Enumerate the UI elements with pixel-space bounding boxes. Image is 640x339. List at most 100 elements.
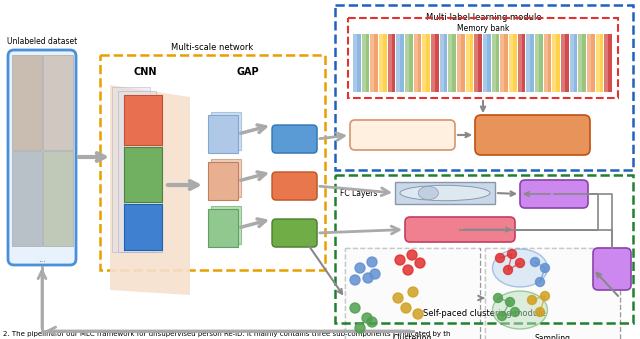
- FancyBboxPatch shape: [211, 159, 241, 197]
- FancyBboxPatch shape: [604, 34, 609, 92]
- Text: GAP: GAP: [237, 67, 259, 77]
- Text: FC Layers: FC Layers: [340, 189, 378, 198]
- FancyBboxPatch shape: [422, 34, 430, 92]
- FancyBboxPatch shape: [8, 50, 76, 265]
- Text: Unlabeled dataset: Unlabeled dataset: [7, 37, 77, 46]
- FancyBboxPatch shape: [579, 34, 586, 92]
- Circle shape: [393, 293, 403, 303]
- FancyBboxPatch shape: [543, 34, 548, 92]
- FancyBboxPatch shape: [124, 204, 162, 250]
- FancyBboxPatch shape: [272, 219, 317, 247]
- Circle shape: [403, 265, 413, 275]
- Circle shape: [370, 269, 380, 279]
- FancyBboxPatch shape: [43, 55, 73, 150]
- Text: Pseudo: Pseudo: [600, 261, 625, 267]
- Circle shape: [355, 323, 365, 333]
- Text: Self-paced clustering module: Self-paced clustering module: [422, 309, 545, 318]
- FancyBboxPatch shape: [413, 34, 418, 92]
- FancyBboxPatch shape: [593, 248, 631, 290]
- Circle shape: [362, 313, 372, 323]
- Text: ...: ...: [38, 255, 46, 263]
- FancyBboxPatch shape: [396, 34, 404, 92]
- FancyBboxPatch shape: [413, 34, 421, 92]
- FancyBboxPatch shape: [509, 34, 516, 92]
- FancyBboxPatch shape: [379, 34, 387, 92]
- FancyBboxPatch shape: [12, 55, 42, 150]
- FancyBboxPatch shape: [552, 34, 560, 92]
- FancyBboxPatch shape: [379, 34, 383, 92]
- FancyBboxPatch shape: [535, 34, 543, 92]
- FancyBboxPatch shape: [561, 34, 569, 92]
- Circle shape: [395, 255, 405, 265]
- FancyBboxPatch shape: [273, 173, 318, 201]
- Ellipse shape: [400, 185, 490, 201]
- Circle shape: [511, 307, 520, 317]
- FancyBboxPatch shape: [362, 34, 369, 92]
- Circle shape: [408, 287, 418, 297]
- Circle shape: [415, 258, 425, 268]
- Text: Clustering: Clustering: [393, 334, 432, 339]
- Circle shape: [363, 273, 373, 283]
- Text: Multi-label learning module: Multi-label learning module: [426, 13, 542, 22]
- FancyBboxPatch shape: [587, 34, 591, 92]
- FancyBboxPatch shape: [518, 34, 522, 92]
- FancyBboxPatch shape: [474, 34, 482, 92]
- FancyBboxPatch shape: [596, 34, 600, 92]
- Circle shape: [413, 309, 423, 319]
- FancyBboxPatch shape: [124, 147, 162, 202]
- FancyBboxPatch shape: [431, 34, 435, 92]
- FancyBboxPatch shape: [570, 34, 573, 92]
- FancyBboxPatch shape: [579, 34, 582, 92]
- Text: Multi-hot labels: Multi-hot labels: [372, 131, 432, 140]
- Circle shape: [367, 317, 377, 327]
- FancyBboxPatch shape: [371, 34, 374, 92]
- FancyBboxPatch shape: [396, 34, 401, 92]
- Circle shape: [515, 259, 525, 267]
- FancyBboxPatch shape: [466, 34, 470, 92]
- FancyBboxPatch shape: [272, 172, 317, 200]
- FancyBboxPatch shape: [208, 162, 238, 200]
- FancyBboxPatch shape: [604, 34, 612, 92]
- FancyBboxPatch shape: [405, 34, 413, 92]
- Text: labels: labels: [602, 272, 622, 278]
- FancyBboxPatch shape: [124, 95, 162, 145]
- FancyBboxPatch shape: [211, 112, 241, 150]
- FancyBboxPatch shape: [466, 34, 474, 92]
- FancyBboxPatch shape: [457, 34, 461, 92]
- FancyBboxPatch shape: [208, 209, 238, 247]
- FancyBboxPatch shape: [208, 115, 238, 153]
- FancyBboxPatch shape: [518, 34, 525, 92]
- Circle shape: [541, 263, 550, 273]
- FancyBboxPatch shape: [475, 115, 590, 155]
- Text: Memory bank: Memory bank: [457, 24, 509, 33]
- FancyBboxPatch shape: [43, 151, 73, 246]
- Text: Multi-scale network: Multi-scale network: [172, 43, 253, 52]
- FancyBboxPatch shape: [395, 182, 495, 204]
- FancyBboxPatch shape: [535, 34, 539, 92]
- Ellipse shape: [493, 291, 547, 329]
- FancyBboxPatch shape: [371, 34, 378, 92]
- FancyBboxPatch shape: [483, 34, 491, 92]
- FancyBboxPatch shape: [552, 34, 556, 92]
- Circle shape: [355, 263, 365, 273]
- Circle shape: [506, 298, 515, 306]
- FancyBboxPatch shape: [124, 95, 162, 252]
- Ellipse shape: [493, 249, 547, 287]
- FancyBboxPatch shape: [492, 34, 499, 92]
- Circle shape: [407, 250, 417, 260]
- Text: Triplet Loss: Triplet Loss: [431, 225, 490, 234]
- Circle shape: [497, 312, 506, 320]
- FancyBboxPatch shape: [388, 34, 392, 92]
- Text: 2. The pipeline of our MLC framework for unsupervised person Re-ID. It mainly co: 2. The pipeline of our MLC framework for…: [3, 331, 451, 337]
- FancyBboxPatch shape: [273, 126, 318, 154]
- Text: Multi-label: Multi-label: [509, 124, 556, 134]
- FancyBboxPatch shape: [405, 34, 409, 92]
- Text: classification loss: classification loss: [494, 137, 571, 145]
- Ellipse shape: [419, 186, 438, 200]
- Polygon shape: [110, 85, 190, 295]
- FancyBboxPatch shape: [561, 34, 565, 92]
- Circle shape: [536, 278, 545, 286]
- Circle shape: [508, 250, 516, 259]
- Circle shape: [504, 265, 513, 275]
- FancyBboxPatch shape: [587, 34, 595, 92]
